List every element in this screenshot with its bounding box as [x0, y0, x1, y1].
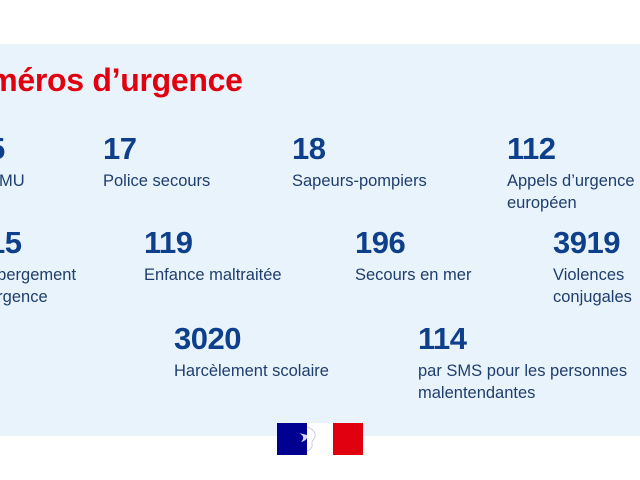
- emergency-label: Sapeurs-pompiers: [292, 172, 427, 190]
- emergency-number: 17: [103, 131, 137, 166]
- emergency-label: Violences conjugales: [553, 266, 632, 306]
- emergency-number: 196: [355, 225, 406, 260]
- emergency-number: 3020: [174, 321, 241, 356]
- emergency-label: par SMS pour les personnes malentendante…: [418, 362, 628, 402]
- emergency-number: 5: [0, 132, 25, 166]
- emergency-item-samu: 5 AMU: [0, 132, 25, 192]
- emergency-label: ébergement urgence: [0, 266, 77, 306]
- emergency-number: 18: [292, 131, 326, 166]
- emergency-number: 112: [507, 131, 556, 166]
- emergency-item-pompiers: 18 Sapeurs-pompiers: [292, 132, 427, 192]
- emergency-item-harcelement: 3020 Harcèlement scolaire: [174, 322, 329, 382]
- emergency-label: Secours en mer: [355, 266, 472, 284]
- emergency-item-police: 17 Police secours: [103, 132, 210, 192]
- emergency-item-violences: 3919 Violences conjugales: [553, 226, 632, 308]
- emergency-item-mer: 196 Secours en mer: [355, 226, 471, 286]
- emergency-label: Harcèlement scolaire: [174, 362, 329, 380]
- emergency-number: 119: [144, 225, 193, 260]
- page-title: uméros d’urgence: [0, 62, 243, 98]
- emergency-numbers-panel: uméros d’urgence 5 AMU 17 Police secours…: [0, 44, 640, 436]
- emergency-item-europe: 112 Appels d’urgence européen: [507, 132, 635, 214]
- emergency-number: 15: [0, 225, 22, 260]
- emergency-item-sms: 114 par SMS pour les personnes malentend…: [418, 322, 627, 404]
- emergency-item-hebergement: 15 ébergement urgence: [0, 226, 76, 308]
- emergency-label: Enfance maltraitée: [144, 266, 282, 284]
- emergency-label: AMU: [0, 172, 25, 190]
- emergency-item-enfance: 119 Enfance maltraitée: [144, 226, 282, 286]
- emergency-label: Appels d’urgence européen: [507, 172, 635, 212]
- emergency-number: 114: [418, 321, 467, 356]
- emergency-label: Police secours: [103, 172, 211, 190]
- emergency-number: 3919: [553, 225, 620, 260]
- republique-francaise-logo-icon: [277, 423, 363, 455]
